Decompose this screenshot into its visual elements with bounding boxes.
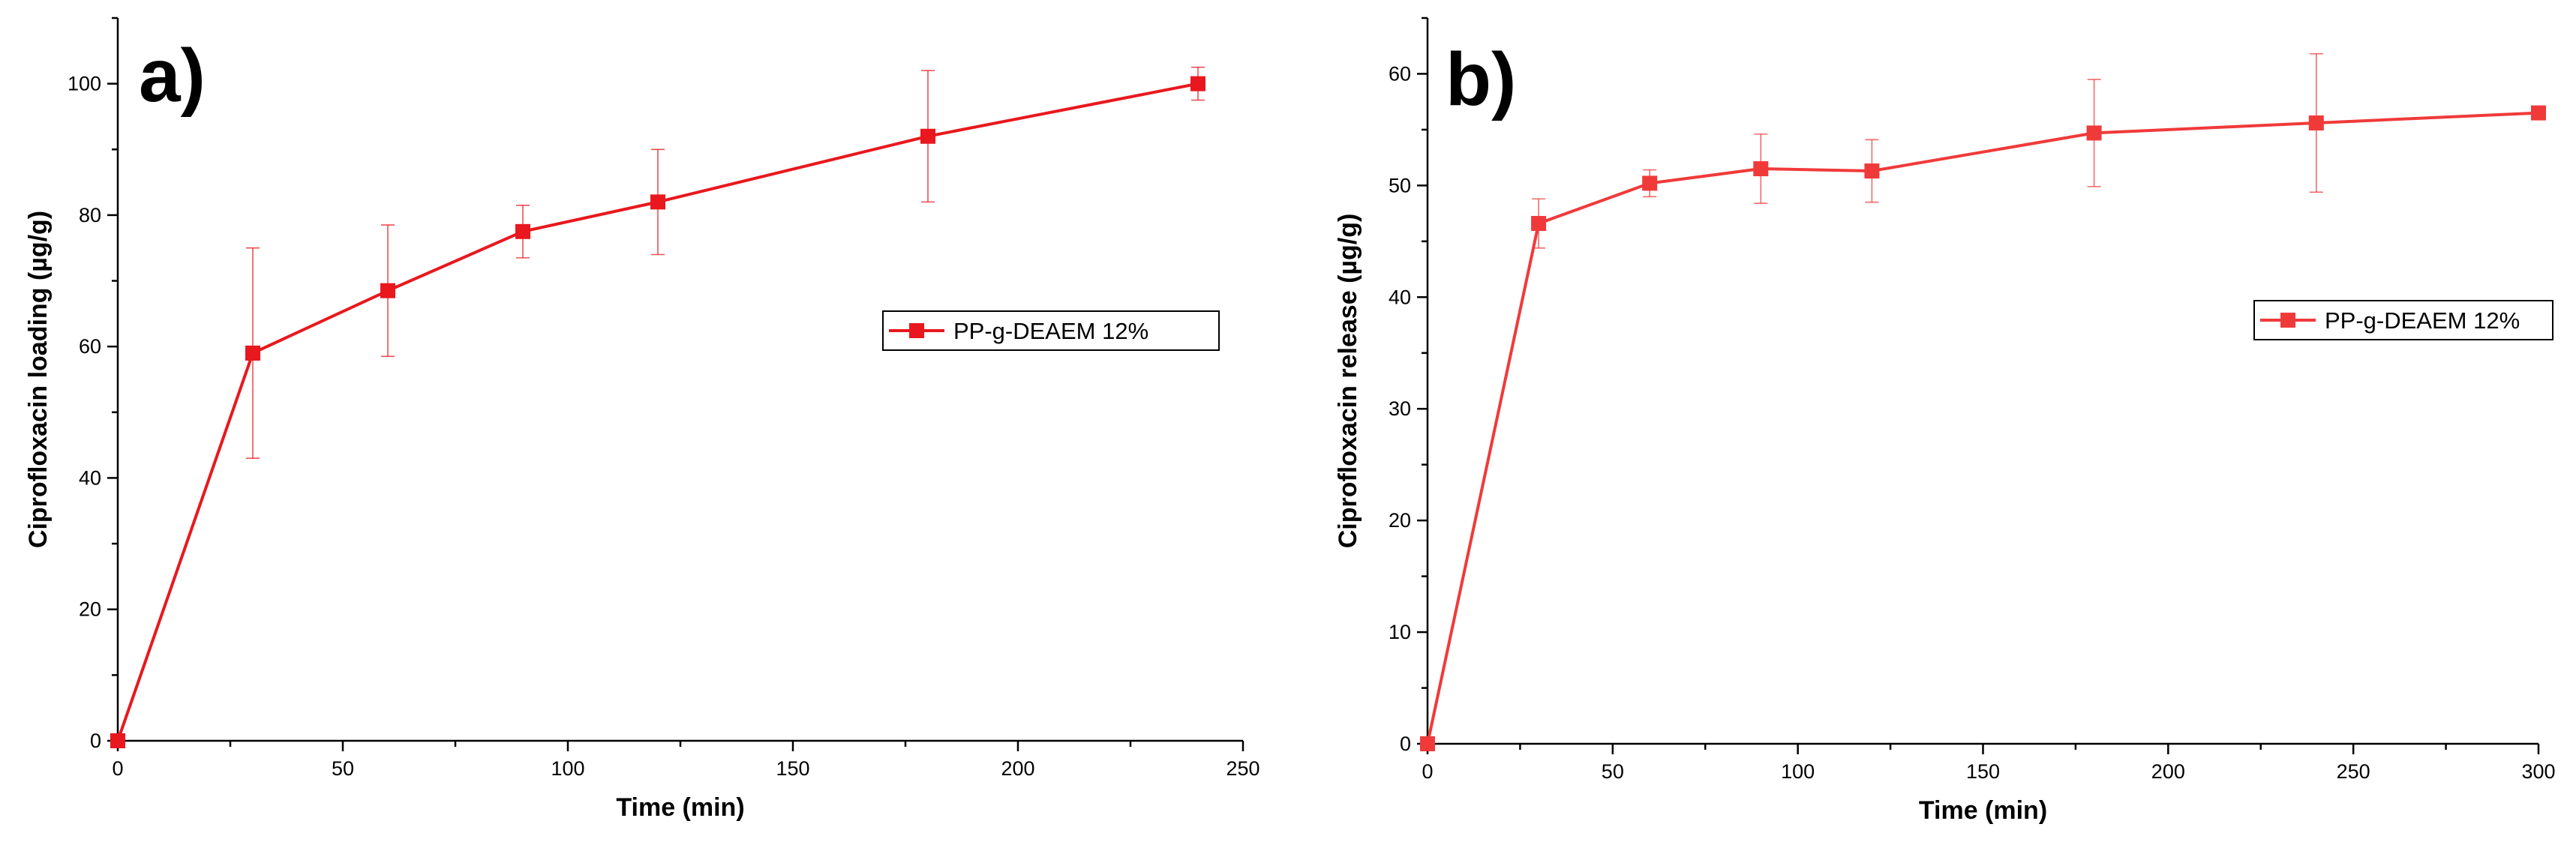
- chart0-x-tick-label: 0: [112, 757, 123, 780]
- chart0-data-point: [380, 283, 395, 298]
- chart1-x-tick-label: 0: [1422, 760, 1433, 783]
- chart0-y-tick-label: 0: [90, 730, 101, 752]
- chart0-y-axis-title: Ciprofloxacin loading (µg/g): [24, 211, 53, 548]
- chart1-x-axis-title: Time (min): [1919, 796, 2047, 825]
- chart1-data-point: [2531, 105, 2546, 121]
- chart0-data-point: [650, 194, 665, 210]
- chart0-y-tick-label: 20: [79, 598, 101, 621]
- chart0-data-point: [1190, 76, 1205, 91]
- chart1-y-tick-label: 0: [1400, 733, 1411, 755]
- chart1-data-point: [1753, 161, 1769, 177]
- chart1-y-tick-label: 10: [1389, 621, 1411, 643]
- chart1-x-tick-label: 150: [1966, 760, 2000, 783]
- chart1-data-point: [1420, 736, 1435, 751]
- chart1-y-tick-label: 30: [1389, 397, 1411, 420]
- chart1-x-tick-label: 300: [2521, 760, 2555, 783]
- chart0-x-axis-title: Time (min): [616, 793, 744, 822]
- chart0-data-point: [245, 345, 260, 361]
- chart1-data-point: [2086, 125, 2102, 141]
- chart0-data-point: [515, 223, 530, 239]
- chart1-series-line: [1426, 111, 2539, 745]
- chart1-y-axis-title: Ciprofloxacin release (µg/g): [1334, 214, 1362, 549]
- chart0-y-tick-label: 100: [68, 73, 101, 95]
- chart0-x-tick-label: 250: [1226, 757, 1259, 780]
- chart0-x-tick-label: 150: [776, 757, 809, 780]
- chart0: 0 50 100 150 200 250 0 20 40 60 80 100 Time (min) Cip…: [24, 16, 1260, 822]
- chart0-data-point: [110, 733, 125, 748]
- chart0-y-tick-label: 40: [79, 466, 101, 489]
- chart1-x-tick-label: 250: [2337, 760, 2370, 783]
- chart1-y-tick-label: 50: [1389, 174, 1411, 196]
- chart1-data-point: [2308, 115, 2324, 130]
- chart0-x-tick-label: 50: [332, 757, 354, 780]
- chart1-data-point: [1642, 175, 1658, 191]
- chart0-legend: PP-g-DEAEM 12%: [882, 310, 1220, 351]
- chart1: 0 50 100 150 200 250 300 0 10 20 30 40 50 60 Time (min…: [1334, 16, 2556, 825]
- chart1-legend: PP-g-DEAEM 12%: [2253, 300, 2553, 340]
- chart0-data-point: [920, 128, 935, 144]
- chart1-data-point: [1531, 216, 1547, 232]
- chart0-y-tick-label: 60: [79, 335, 101, 358]
- chart1-y-tick-label: 40: [1389, 286, 1411, 308]
- chart1-legend-marker: [2280, 313, 2295, 328]
- chart1-x-tick-label: 100: [1781, 760, 1815, 783]
- chart0-panel-label: a): [139, 34, 206, 118]
- chart1-x-tick-label: 50: [1602, 760, 1624, 783]
- chart1-y-tick-label: 60: [1389, 62, 1411, 85]
- chart0-legend-marker: [909, 323, 924, 338]
- chart0-y-tick-label: 80: [79, 204, 101, 226]
- chart1-data-point: [1864, 163, 1880, 179]
- chart1-y-tick-label: 20: [1389, 509, 1411, 532]
- chart0-legend-label: PP-g-DEAEM 12%: [953, 318, 1148, 344]
- chart1-panel-label: b): [1446, 37, 1516, 121]
- chart1-legend-label: PP-g-DEAEM 12%: [2325, 307, 2520, 334]
- chart0-x-tick-label: 100: [551, 757, 584, 780]
- chart0-x-tick-label: 200: [1001, 757, 1034, 780]
- chart1-x-tick-label: 200: [2151, 760, 2185, 783]
